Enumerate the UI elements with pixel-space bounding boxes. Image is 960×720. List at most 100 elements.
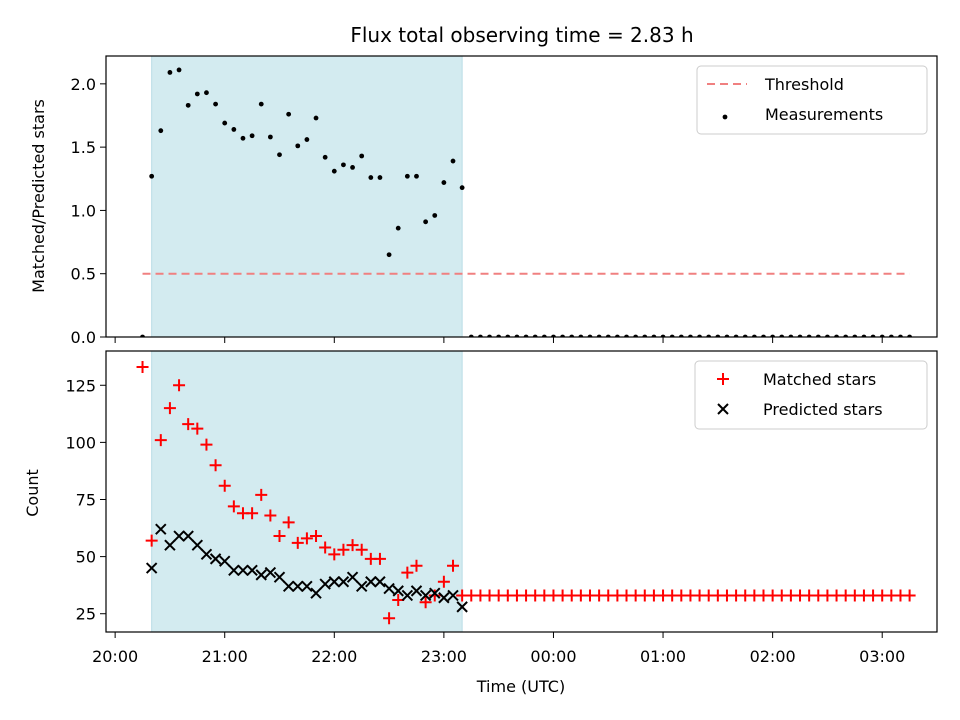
- bottom-y-tick-label: 125: [65, 376, 96, 395]
- data-point: [204, 90, 209, 96]
- data-point: [337, 543, 350, 556]
- data-point: [145, 562, 158, 574]
- x-tick-label: 01:00: [640, 647, 686, 666]
- data-point: [346, 539, 359, 552]
- bottom-series-predicted-stars: [145, 523, 468, 613]
- x-tick-label: 20:00: [92, 647, 138, 666]
- top-y-tick-label: 1.0: [71, 201, 96, 220]
- data-point: [456, 601, 468, 613]
- data-point: [368, 175, 374, 180]
- data-point: [158, 128, 164, 134]
- data-point: [185, 102, 191, 108]
- bottom-y-tick-label: 100: [65, 433, 96, 452]
- top-legend: Threshold Measurements: [696, 65, 928, 135]
- top-shaded-region: [151, 56, 463, 337]
- top-y-tick-label: 1.5: [71, 138, 96, 157]
- data-point: [145, 534, 158, 547]
- data-point: [191, 422, 204, 435]
- data-point: [182, 530, 194, 542]
- data-point: [167, 70, 173, 75]
- bottom-panel: 25 50 75 100 125 20:00 21:00 22:00 23:00 00:00 01:…: [65, 350, 938, 666]
- data-point: [209, 459, 222, 472]
- data-point: [291, 536, 304, 549]
- data-point: [395, 225, 401, 231]
- chart-title: Flux total observing time = 2.83 h: [350, 23, 693, 47]
- data-point: [267, 134, 273, 140]
- data-point: [423, 219, 429, 225]
- x-tick-label: 02:00: [750, 647, 796, 666]
- data-point: [903, 589, 916, 602]
- x-tick-label: 21:00: [202, 647, 248, 666]
- bottom-legend-frame: [694, 360, 928, 430]
- data-point: [437, 575, 450, 588]
- data-point: [300, 532, 313, 545]
- data-point: [447, 589, 459, 602]
- data-point: [246, 564, 258, 577]
- data-point: [227, 500, 240, 513]
- bottom-y-tick-label: 50: [76, 548, 96, 567]
- data-point: [459, 185, 465, 191]
- data-point: [176, 67, 182, 73]
- data-point: [313, 115, 319, 121]
- data-point: [401, 566, 414, 579]
- data-point: [310, 587, 322, 599]
- data-point: [441, 180, 447, 185]
- data-point: [355, 580, 368, 593]
- data-point: [292, 580, 304, 593]
- data-point: [218, 479, 231, 492]
- data-point: [377, 175, 383, 180]
- data-point: [322, 154, 328, 160]
- bottom-legend: Matched stars Predicted stars: [694, 360, 928, 430]
- data-point: [341, 162, 346, 168]
- data-point: [286, 111, 292, 117]
- data-point: [258, 101, 264, 107]
- data-point: [310, 530, 323, 543]
- data-point: [428, 589, 441, 602]
- x-tick-label: 22:00: [311, 647, 357, 666]
- data-point: [319, 541, 332, 554]
- data-point: [200, 548, 213, 561]
- data-point: [237, 564, 249, 577]
- bottom-y-tick-label: 75: [76, 490, 96, 509]
- data-point: [249, 133, 255, 139]
- data-point: [209, 553, 222, 565]
- data-point: [419, 589, 432, 602]
- x-tick-label: 23:00: [421, 647, 467, 666]
- data-point: [365, 576, 377, 588]
- data-point: [200, 438, 213, 451]
- data-point: [213, 101, 218, 107]
- data-point: [301, 580, 313, 593]
- data-point: [438, 592, 450, 604]
- data-point: [304, 137, 310, 142]
- data-point: [264, 566, 277, 579]
- data-point: [447, 559, 460, 572]
- data-point: [350, 164, 355, 170]
- legend-label: Threshold: [764, 75, 844, 94]
- data-point: [255, 488, 268, 501]
- top-panel: 0.0 0.5 1.0 1.5 2.0 Threshold Measurements: [71, 55, 938, 347]
- top-y-tick-label: 2.0: [71, 75, 96, 94]
- legend-matched-marker: [717, 373, 729, 385]
- data-point: [255, 569, 267, 581]
- data-point: [154, 434, 167, 447]
- data-point: [410, 559, 423, 572]
- data-point: [450, 158, 456, 164]
- data-point: [404, 173, 410, 179]
- top-y-tick-label: 0.0: [71, 328, 96, 347]
- data-point: [222, 120, 228, 126]
- data-point: [191, 539, 204, 551]
- data-point: [355, 543, 368, 556]
- legend-predicted-marker: [717, 403, 729, 415]
- data-point: [337, 576, 350, 588]
- x-tick-label: 00:00: [530, 647, 576, 666]
- data-point: [392, 585, 404, 597]
- data-point: [173, 379, 186, 392]
- data-point: [429, 587, 441, 599]
- data-point: [383, 582, 395, 595]
- bottom-y-axis-label: Count: [23, 469, 42, 517]
- bottom-axes-frame: [105, 350, 938, 633]
- x-tick-label: 03:00: [859, 647, 905, 666]
- data-point: [401, 589, 414, 602]
- data-point: [346, 571, 359, 583]
- data-point: [273, 571, 286, 583]
